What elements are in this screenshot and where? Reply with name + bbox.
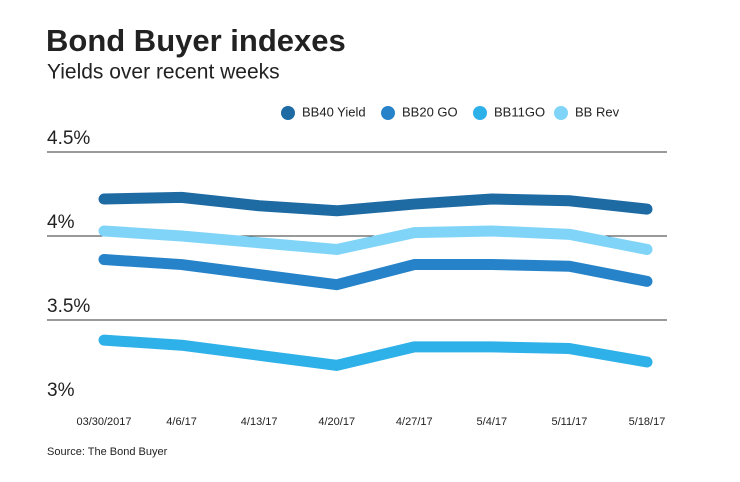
series-line	[98, 225, 653, 255]
x-tick-label: 5/11/17	[551, 416, 587, 428]
legend-label: BB Rev	[575, 104, 620, 119]
legend-marker	[381, 106, 395, 120]
legend-label: BB40 Yield	[302, 104, 366, 119]
legend-label: BB20 GO	[402, 104, 458, 119]
series-line	[98, 334, 653, 371]
x-tick-label: 4/20/17	[318, 416, 355, 428]
chart-subtitle: Yields over recent weeks	[47, 61, 280, 84]
chart-title: Bond Buyer indexes	[46, 23, 346, 58]
y-tick-label: 3.5%	[47, 296, 90, 317]
x-tick-label: 03/30/2017	[76, 416, 131, 428]
source: Source: The Bond Buyer	[47, 446, 168, 458]
y-tick-label: 4%	[47, 212, 75, 233]
legend-marker	[281, 106, 295, 120]
x-tick-label: 4/27/17	[396, 416, 433, 428]
x-tick-label: 4/13/17	[241, 416, 278, 428]
legend-label: BB11GO	[494, 104, 545, 119]
x-tick-label: 5/4/17	[477, 416, 508, 428]
series-line	[98, 191, 653, 217]
series-line	[98, 254, 653, 291]
y-tick-label: 3%	[47, 380, 75, 401]
x-tick-label: 4/6/17	[166, 416, 197, 428]
y-tick-label: 4.5%	[47, 128, 90, 149]
legend-marker	[554, 106, 568, 120]
legend-marker	[473, 106, 487, 120]
x-tick-label: 5/18/17	[629, 416, 666, 428]
